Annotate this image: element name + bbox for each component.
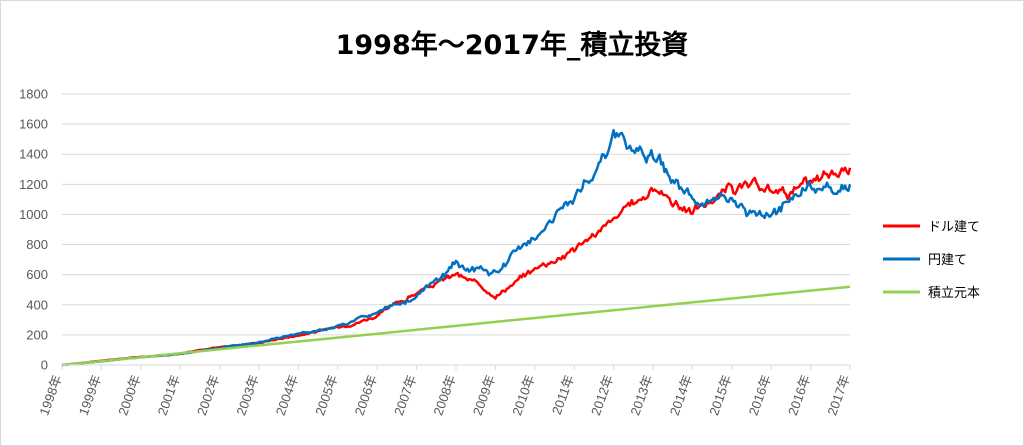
y-tick-label: 600 bbox=[26, 267, 48, 282]
y-tick-label: 1400 bbox=[19, 147, 48, 162]
x-tick-label: 2011年 bbox=[549, 373, 577, 417]
chart-title: 1998年〜2017年_積立投資 bbox=[335, 30, 689, 61]
x-tick-label: 2014年 bbox=[667, 373, 695, 418]
legend-label: ドル建て bbox=[928, 220, 980, 235]
x-tick-label: 2013年 bbox=[627, 373, 655, 418]
x-tick-label: 2002年 bbox=[194, 373, 222, 418]
x-tick-label: 2007年 bbox=[391, 373, 419, 418]
x-tick-label: 2016年 bbox=[785, 373, 813, 418]
x-tick-label: 2006年 bbox=[352, 373, 380, 418]
x-tick-label: 2015年 bbox=[706, 373, 734, 418]
x-tick-label: 2004年 bbox=[273, 373, 301, 418]
series-line-2 bbox=[61, 128, 852, 367]
series-line-3 bbox=[61, 285, 851, 367]
x-tick-label: 2008年 bbox=[430, 373, 458, 418]
y-tick-label: 200 bbox=[26, 327, 48, 342]
y-tick-label: 800 bbox=[26, 237, 48, 252]
x-tick-label: 2005年 bbox=[312, 373, 340, 418]
x-tick-label: 2000年 bbox=[115, 373, 143, 418]
x-tick-label: 1999年 bbox=[76, 373, 104, 418]
y-tick-label: 1000 bbox=[19, 207, 48, 222]
legend-label: 積立元本 bbox=[928, 286, 980, 301]
x-tick-label: 1998年 bbox=[36, 373, 64, 418]
x-tick-label: 2016年 bbox=[746, 373, 774, 418]
y-tick-label: 0 bbox=[41, 358, 48, 373]
y-tick-label: 1200 bbox=[19, 177, 48, 192]
y-tick-label: 1600 bbox=[19, 117, 48, 132]
y-tick-label: 400 bbox=[26, 297, 48, 312]
x-tick-label: 2003年 bbox=[233, 373, 261, 418]
x-tick-label: 2012年 bbox=[588, 373, 616, 418]
x-tick-label: 2001年 bbox=[155, 373, 183, 418]
x-tick-label: 2017年 bbox=[824, 373, 852, 418]
y-tick-label: 1800 bbox=[19, 87, 48, 102]
x-tick-label: 2010年 bbox=[509, 373, 537, 418]
legend-label: 円建て bbox=[928, 253, 967, 268]
x-tick-label: 2009年 bbox=[470, 373, 498, 418]
